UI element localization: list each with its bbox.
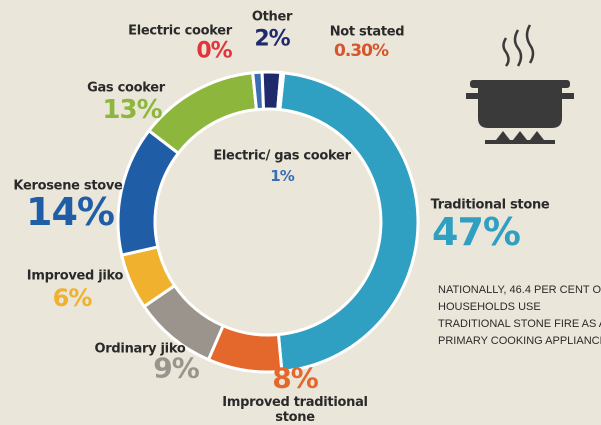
value-label: 2% (254, 26, 290, 52)
category-label: Traditional stone (430, 197, 550, 213)
category-label: Electric/ gas cooker (213, 148, 351, 164)
category-label: Improved traditional stone (222, 395, 368, 425)
category-label: Gas cooker (87, 80, 165, 96)
value-label: 13% (102, 95, 162, 125)
value-label: 8% (272, 361, 319, 395)
category-label: Kerosene stove (13, 178, 123, 194)
value-label: 47% (432, 210, 521, 254)
category-label: Other (251, 9, 293, 25)
value-label: 1% (270, 167, 294, 185)
value-label: 0.30% (334, 41, 389, 61)
category-label: Electric cooker (128, 23, 232, 39)
category-label: Not stated (329, 24, 405, 40)
category-label: Ordinary jiko (94, 341, 186, 357)
donut-segment (276, 70, 286, 112)
value-label: 14% (26, 190, 115, 234)
value-label: 9% (153, 351, 200, 385)
donut-segment (146, 71, 259, 156)
pot-icon (466, 24, 574, 144)
annotation: NATIONALLY, 46.4 PER CENT OF HOUSEHOLDS … (438, 284, 601, 347)
category-label: Improved jiko (26, 268, 124, 284)
value-label: 6% (52, 284, 93, 312)
donut-segment (116, 128, 181, 257)
donut-segment (276, 71, 420, 373)
value-label: 0% (196, 38, 232, 64)
